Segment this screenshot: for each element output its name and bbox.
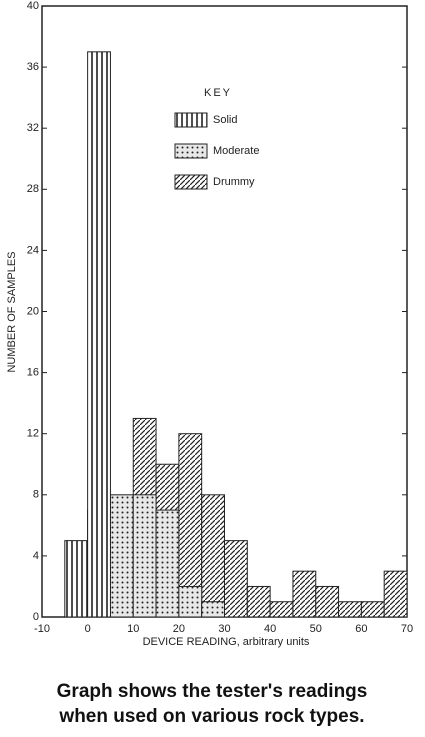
caption: Graph shows the tester's readings bbox=[57, 681, 368, 702]
histogram-bar bbox=[315, 585, 340, 618]
x-tick-label: 60 bbox=[355, 623, 367, 635]
caption: when used on various rock types. bbox=[58, 706, 364, 727]
y-tick-label: 28 bbox=[27, 183, 39, 195]
y-tick-label: 4 bbox=[33, 550, 39, 562]
x-tick-label: 20 bbox=[173, 623, 185, 635]
y-tick-label: 0 bbox=[33, 611, 39, 623]
histogram-bar bbox=[360, 601, 385, 618]
y-tick-label: 8 bbox=[33, 489, 39, 501]
y-tick-label: 40 bbox=[27, 0, 39, 12]
y-tick-label: 36 bbox=[27, 61, 39, 73]
y-tick-label: 20 bbox=[27, 305, 39, 317]
legend-label: Drummy bbox=[213, 176, 255, 188]
x-tick-label: 50 bbox=[310, 623, 322, 635]
histogram-bar bbox=[338, 601, 362, 618]
histogram-bar bbox=[224, 540, 248, 618]
histogram-bar bbox=[246, 585, 271, 618]
y-tick-label: 12 bbox=[27, 428, 39, 440]
histogram-bar bbox=[383, 570, 408, 618]
histogram-bar bbox=[132, 494, 157, 618]
y-tick-label: 24 bbox=[27, 244, 39, 256]
y-axis-label: NUMBER OF SAMPLES bbox=[6, 251, 18, 372]
y-tick-label: 16 bbox=[27, 367, 39, 379]
x-axis-label: DEVICE READING, arbitrary units bbox=[143, 636, 310, 648]
x-tick-label: 40 bbox=[264, 623, 276, 635]
histogram-bar bbox=[178, 585, 203, 618]
x-tick-label: 70 bbox=[401, 623, 413, 635]
x-tick-label: 10 bbox=[127, 623, 139, 635]
legend-swatch bbox=[174, 143, 208, 159]
histogram-bar bbox=[201, 601, 225, 618]
histogram-bar bbox=[201, 494, 225, 618]
histogram-bar bbox=[269, 601, 294, 618]
x-tick-label: 30 bbox=[218, 623, 230, 635]
histogram-bar bbox=[64, 540, 89, 618]
legend-label: Solid bbox=[213, 114, 237, 126]
histogram-bar bbox=[109, 494, 134, 618]
histogram-bar bbox=[155, 509, 180, 618]
x-tick-label: -10 bbox=[34, 623, 50, 635]
legend-title: KEY bbox=[204, 87, 232, 99]
legend-label: Moderate bbox=[213, 145, 259, 157]
legend-swatch bbox=[174, 112, 208, 128]
x-tick-label: 0 bbox=[85, 623, 91, 635]
legend-swatch bbox=[174, 174, 208, 190]
histogram-bar bbox=[292, 570, 317, 618]
y-tick-label: 32 bbox=[27, 122, 39, 134]
histogram-bar bbox=[87, 51, 111, 618]
